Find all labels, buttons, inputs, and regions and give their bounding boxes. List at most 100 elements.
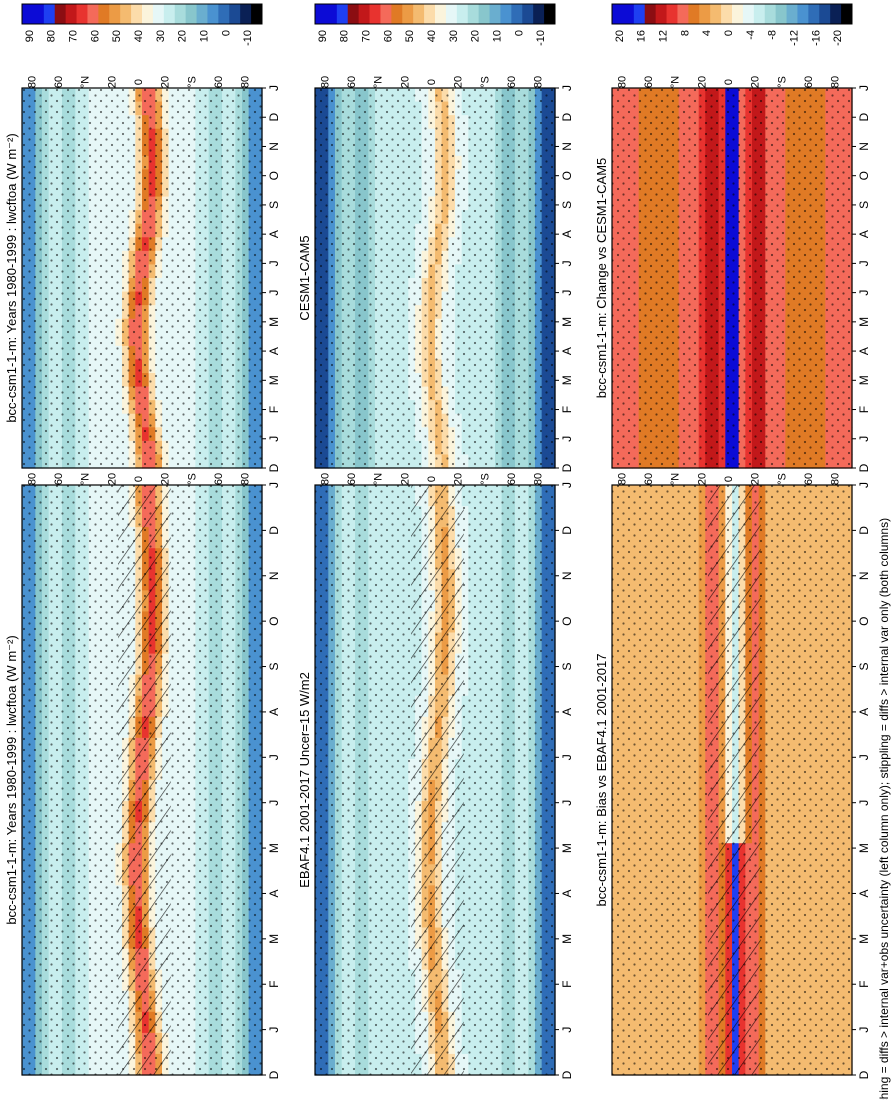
colorbar-tick-label: 30 (155, 30, 167, 42)
colorbar-swatch (142, 4, 154, 24)
colorbar-tick-label: 40 (426, 30, 438, 42)
panel-title: bcc-csm1-1-m: Years 1980-1999 : lwcftoa … (4, 635, 19, 924)
colorbar-tick-label: 30 (448, 30, 460, 42)
y-tick-label: 20 (453, 76, 465, 88)
x-tick-label: J (267, 85, 281, 91)
x-tick-label: D (267, 113, 281, 122)
panel-title: CESM1-CAM5 (297, 235, 312, 320)
y-tick-label: 80 (240, 76, 252, 88)
colorbar: 90 80 70 60 50 40 30 20 10 0 -10 (21, 3, 263, 46)
x-tick-label: N (560, 142, 574, 151)
colorbar-swatch (251, 4, 263, 24)
colorbar-swatch (456, 4, 469, 24)
panel-title: EBAF4.1 2001-2017 Uncer=15 W/m2 (297, 672, 312, 888)
x-tick-label: A (560, 347, 574, 355)
colorbar-swatch (65, 4, 78, 24)
colorbar-swatch (391, 4, 403, 24)
x-tick-label: J (560, 290, 574, 296)
x-tick-label: O (267, 616, 281, 625)
x-tick-label: A (267, 347, 281, 355)
colorbar-swatch (500, 4, 512, 24)
colorbar-tick-label: 10 (491, 30, 503, 42)
plot-frame (314, 87, 556, 469)
x-tick-label: D (560, 526, 574, 535)
y-tick-label: 60 (506, 76, 518, 88)
colorbar-swatch (478, 4, 491, 24)
colorbar-tick-label: -10 (535, 30, 547, 46)
colorbar-tick-label: 0 (220, 30, 232, 36)
colorbar-frame (314, 3, 556, 25)
x-tick-label: M (560, 317, 574, 327)
colorbar-tick-label: 80 (46, 30, 58, 42)
x-tick-label: J (560, 482, 574, 488)
x-tick-label: O (560, 616, 574, 625)
colorbar-swatch (196, 4, 208, 24)
colorbar-tick-label: 90 (317, 30, 329, 42)
colorbar-tick-label: 80 (339, 30, 351, 42)
x-tick-label: D (267, 463, 281, 472)
x-tick-label: F (267, 981, 281, 988)
x-tick-label: A (560, 230, 574, 238)
x-tick-label: D (560, 113, 574, 122)
y-tick-label: 20 (399, 473, 411, 485)
colorbar-swatch (522, 4, 534, 24)
hatch-overlay (118, 485, 171, 1075)
y-tick-label: 60 (53, 473, 65, 485)
colorbar-tick-label: 0 (513, 30, 525, 36)
x-tick-label: A (267, 708, 281, 716)
x-tick-label: A (267, 230, 281, 238)
x-tick-label: J (267, 754, 281, 760)
colorbar-swatch (402, 4, 414, 24)
colorbar-swatch (315, 4, 327, 24)
colorbar-swatch (511, 4, 523, 24)
plot-frame (314, 484, 556, 1076)
x-tick-label: M (560, 375, 574, 385)
colorbar-frame (21, 3, 263, 25)
y-tick-label: 60 (506, 473, 518, 485)
y-tick-label: 20 (399, 76, 411, 88)
x-tick-label: F (560, 981, 574, 988)
colorbar-swatch (533, 4, 545, 24)
colorbar-swatch (489, 4, 501, 24)
colorbar-swatch (347, 4, 360, 24)
y-tick-label: °S (186, 473, 198, 485)
panel-title: bcc-csm1-1-m: Years 1980-1999 : lwcftoa … (4, 133, 19, 422)
x-tick-label: M (267, 843, 281, 853)
colorbar-swatch (218, 4, 230, 24)
y-tick-label: 80 (319, 76, 331, 88)
y-tick-label: 20 (106, 76, 118, 88)
colorbar-tick-label: 70 (361, 30, 373, 42)
x-tick-label: A (560, 889, 574, 897)
plot-frame (21, 87, 263, 469)
y-tick-label: 20 (453, 473, 465, 485)
colorbar-tick-label: 10 (198, 30, 210, 42)
colorbar-swatch (435, 4, 447, 24)
x-tick-label: D (560, 1070, 574, 1079)
chart-panel-p3: EBAF4.1 2001-2017 Uncer=15 W/m2DJFMAMJJA… (297, 473, 574, 1080)
colorbar-swatch (413, 4, 425, 24)
colorbar-swatch (109, 4, 121, 24)
plot-frame (21, 484, 263, 1076)
x-tick-label: D (267, 1070, 281, 1079)
colorbar-tick-label: 70 (68, 30, 80, 42)
x-tick-label: O (267, 171, 281, 180)
x-tick-label: J (560, 85, 574, 91)
colorbar-tick-label: 20 (470, 30, 482, 42)
y-tick-label: 80 (26, 76, 38, 88)
colorbar-swatch (32, 4, 45, 24)
y-tick-label: °N (373, 473, 385, 485)
x-tick-label: N (560, 571, 574, 580)
y-tick-label: 0 (426, 79, 438, 85)
colorbar-swatch (131, 4, 143, 24)
x-tick-label: J (267, 290, 281, 296)
hatch-overlay (411, 485, 464, 1075)
y-tick-label: °S (479, 473, 491, 485)
y-tick-label: 20 (106, 473, 118, 485)
y-tick-label: 0 (133, 79, 145, 85)
colorbar-tick-label: 60 (89, 30, 101, 42)
x-tick-label: A (560, 708, 574, 716)
colorbar-swatch (54, 4, 67, 24)
x-tick-label: S (560, 201, 574, 209)
